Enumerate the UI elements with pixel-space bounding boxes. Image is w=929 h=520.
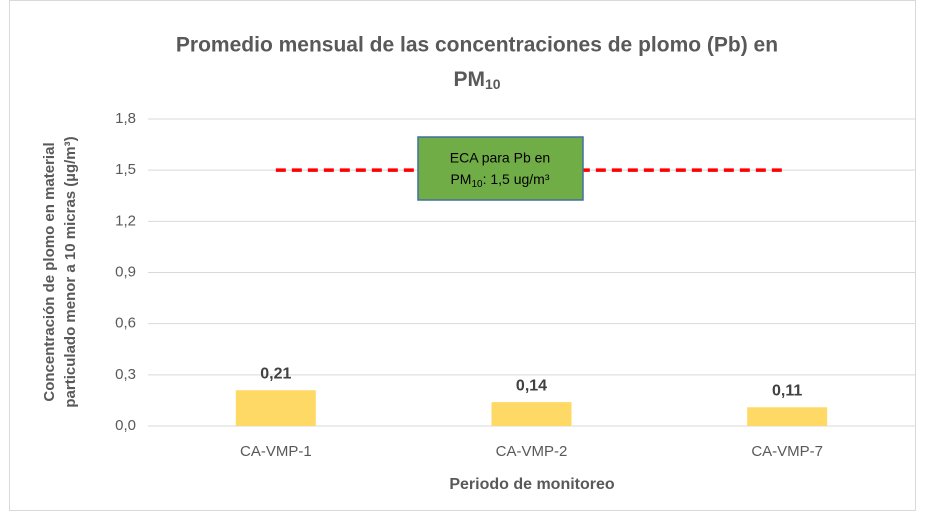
- annotation-subscript: 10: [471, 179, 483, 190]
- annotation-part: : 1,5 ug/m³: [483, 171, 550, 187]
- chart-title: PM10: [453, 68, 500, 92]
- bar: [747, 407, 828, 426]
- y-tick-label: 1,8: [115, 110, 136, 127]
- x-tick-label: CA-VMP-2: [496, 443, 568, 460]
- x-tick-label: CA-VMP-7: [751, 443, 823, 460]
- chart-title: Promedio mensual de las concentraciones …: [176, 34, 778, 57]
- data-label: 0,11: [772, 382, 802, 399]
- data-label: 0,21: [260, 365, 291, 382]
- y-tick-label: 0,9: [115, 263, 136, 280]
- data-label: 0,14: [516, 377, 547, 394]
- bar: [235, 390, 316, 426]
- bar: [491, 402, 572, 426]
- x-tick-label: CA-VMP-1: [240, 443, 312, 460]
- title-part: PM: [453, 68, 485, 91]
- annotation-part: PM: [450, 171, 471, 187]
- title-subscript: 10: [485, 76, 501, 92]
- y-axis-label: Concentración de plomo en material: [41, 142, 58, 401]
- annotation-box: [417, 136, 584, 201]
- y-tick-label: 1,5: [115, 161, 136, 178]
- y-tick-label: 1,2: [115, 212, 136, 229]
- y-axis-label: particulado menor a 10 micras (µg/m³): [62, 136, 79, 407]
- annotation-text: ECA para Pb en: [450, 150, 550, 166]
- x-axis-label: Periodo de monitoreo: [449, 476, 615, 493]
- y-tick-label: 0,3: [115, 366, 136, 383]
- annotation-text: PM10: 1,5 ug/m³: [450, 171, 549, 190]
- y-tick-label: 0,6: [115, 315, 136, 332]
- y-tick-label: 0,0: [115, 417, 136, 434]
